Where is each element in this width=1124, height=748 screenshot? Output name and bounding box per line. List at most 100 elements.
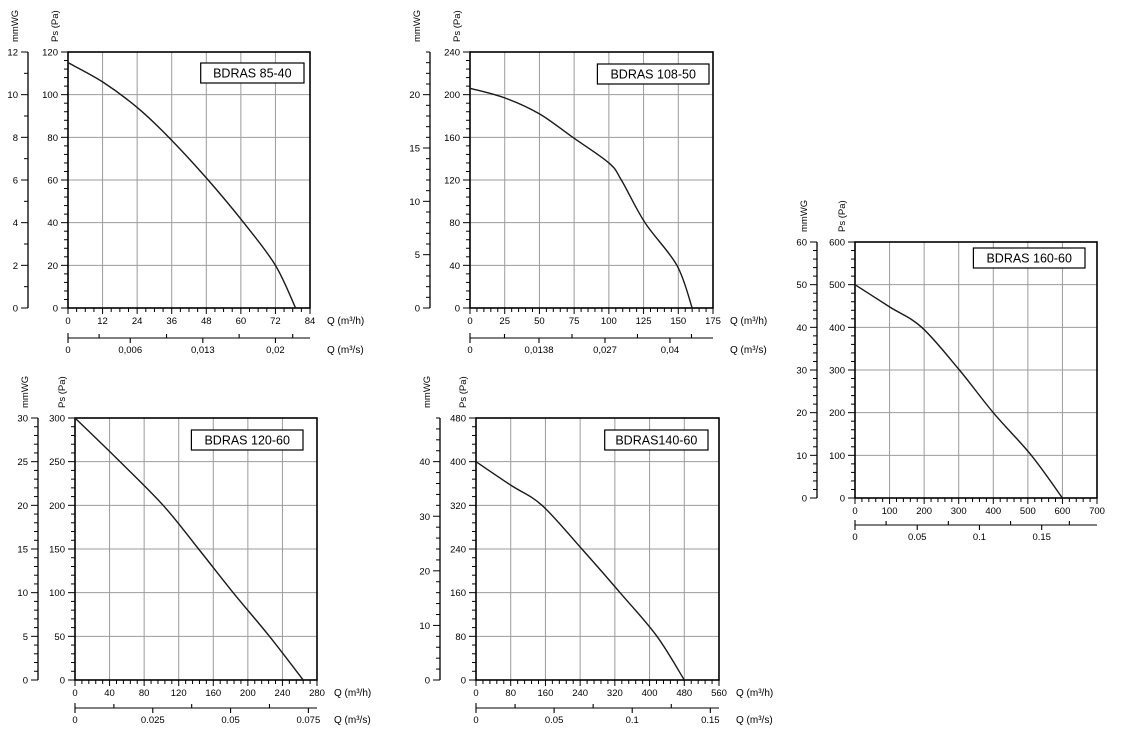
qs-axis — [854, 520, 1097, 530]
mmwg-tick-label: 20 — [796, 408, 807, 419]
title-box — [200, 62, 305, 84]
mmwg-tick-label: 0 — [13, 304, 18, 315]
qs-tick-label: 0,006 — [118, 345, 142, 356]
pa-tick-label: 50 — [54, 632, 65, 643]
pa-tick-label: 120 — [444, 176, 460, 187]
mmwg-tick-label: 2 — [13, 261, 18, 272]
mmwg-axis-title: mmWG — [10, 10, 21, 42]
mmwg-tick-label: 10 — [419, 621, 430, 632]
qh-tick-label: 120 — [171, 688, 187, 699]
pa-tick-label: 320 — [450, 501, 466, 512]
chart-title: BDRAS 120-60 — [204, 434, 290, 448]
pa-tick-label: 300 — [49, 414, 65, 425]
qh-tick-label: 84 — [305, 316, 316, 327]
pa-axis — [469, 417, 476, 681]
qh-tick-label: 0 — [65, 316, 70, 327]
qs-tick-label: 0.05 — [908, 532, 927, 543]
fan-curve — [854, 284, 1063, 499]
chart-title: BDRAS 108-50 — [610, 68, 696, 82]
pa-tick-label: 0 — [461, 676, 466, 687]
qs-tick-label: 0,027 — [593, 345, 617, 356]
mmwg-tick-label: 5 — [23, 632, 28, 643]
qs-tick-label: 0.1 — [626, 715, 639, 726]
qh-axis-title: Q (m³/h) — [736, 688, 773, 699]
qh-tick-label: 0 — [467, 316, 472, 327]
qh-tick-label: 480 — [676, 688, 692, 699]
pa-tick-label: 80 — [47, 133, 58, 144]
qh-tick-label: 100 — [601, 316, 617, 327]
qh-tick-label: 50 — [534, 316, 545, 327]
mmwg-tick-label: 4 — [13, 218, 18, 229]
mmwg-tick-label: 40 — [419, 457, 430, 468]
qs-tick-label: 0 — [72, 715, 77, 726]
pa-tick-label: 20 — [47, 261, 58, 272]
pa-tick-label: 400 — [450, 457, 466, 468]
pa-tick-label: 80 — [449, 218, 460, 229]
mmwg-tick-label: 20 — [17, 501, 28, 512]
qs-tick-label: 0.075 — [296, 715, 320, 726]
qh-axis — [67, 308, 311, 314]
qh-tick-label: 0 — [72, 688, 77, 699]
qh-tick-label: 700 — [1089, 506, 1105, 517]
chart-title: BDRAS 85-40 — [213, 67, 292, 81]
qh-tick-label: 400 — [642, 688, 658, 699]
mmwg-tick-label: 10 — [17, 588, 28, 599]
pa-tick-label: 100 — [829, 451, 845, 462]
qh-tick-label: 75 — [569, 316, 580, 327]
pa-axis — [61, 51, 68, 309]
chart-title: BDRAS140-60 — [615, 434, 697, 448]
qh-tick-label: 500 — [1020, 506, 1036, 517]
qh-tick-label: 0 — [852, 506, 857, 517]
qs-tick-label: 0,04 — [661, 345, 680, 356]
grid — [75, 418, 317, 680]
mmwg-tick-label: 25 — [17, 457, 28, 468]
mmwg-tick-label: 10 — [796, 451, 807, 462]
grid — [68, 52, 310, 308]
pa-tick-label: 200 — [444, 90, 460, 101]
qh-tick-label: 200 — [916, 506, 932, 517]
qh-tick-label: 36 — [166, 316, 177, 327]
qs-tick-label: 0.1 — [973, 532, 986, 543]
qh-tick-label: 160 — [538, 688, 554, 699]
title-box — [604, 429, 709, 451]
qh-axis — [854, 498, 1098, 504]
title-box — [972, 247, 1086, 269]
qs-tick-label: 0.025 — [141, 715, 165, 726]
qh-tick-label: 80 — [505, 688, 516, 699]
mmwg-tick-label: 0 — [23, 676, 28, 687]
mmwg-tick-label: 40 — [796, 323, 807, 334]
qh-axis — [74, 680, 318, 686]
qs-tick-label: 0 — [467, 345, 472, 356]
pa-tick-label: 400 — [829, 323, 845, 334]
mmwg-axis — [21, 51, 29, 309]
mmwg-axis-title: mmWG — [422, 376, 433, 408]
pa-tick-label: 160 — [444, 133, 460, 144]
qs-tick-label: 0 — [852, 532, 857, 543]
qh-axis — [469, 308, 714, 314]
pa-tick-label: 100 — [42, 90, 58, 101]
pa-axis — [848, 241, 855, 499]
mmwg-tick-label: 15 — [409, 144, 420, 155]
mmwg-tick-label: 30 — [419, 512, 430, 523]
qh-tick-label: 175 — [705, 316, 721, 327]
pa-axis-title: Ps (Pa) — [837, 200, 848, 232]
qh-tick-label: 560 — [711, 688, 727, 699]
qs-tick-label: 0.05 — [221, 715, 240, 726]
qs-axis-title: Q (m³/s) — [327, 345, 364, 356]
qs-axis — [74, 703, 317, 713]
qh-tick-label: 48 — [201, 316, 212, 327]
pa-axis — [68, 417, 75, 681]
mmwg-axis — [423, 51, 431, 309]
qh-tick-label: 60 — [236, 316, 247, 327]
qh-tick-label: 200 — [240, 688, 256, 699]
chart-title: BDRAS 160-60 — [986, 252, 1072, 266]
mmwg-tick-label: 0 — [415, 304, 420, 315]
mmwg-tick-label: 0 — [425, 676, 430, 687]
qh-tick-label: 0 — [473, 688, 478, 699]
